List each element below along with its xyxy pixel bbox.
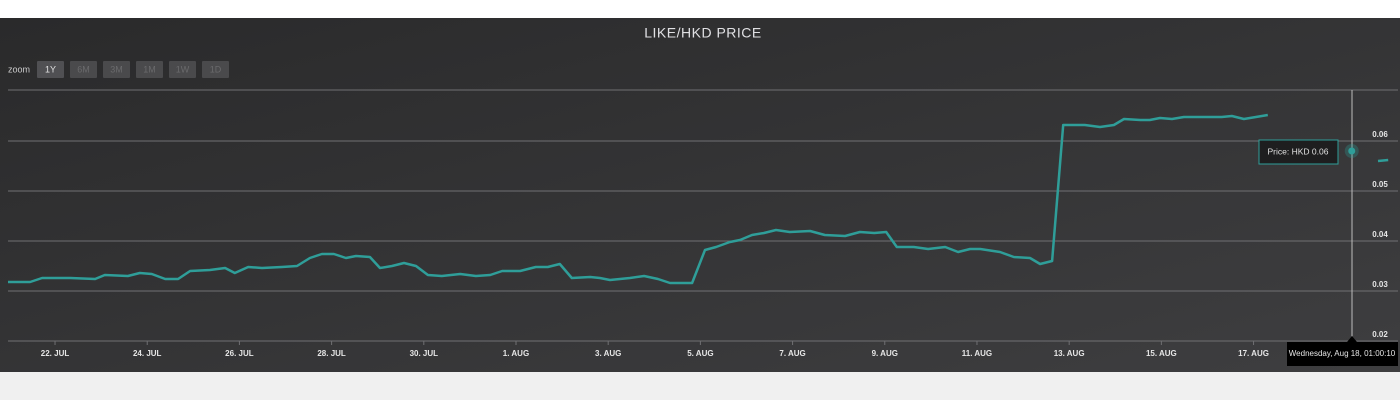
- zoom-buttons: 1Y 6M 3M 1M 1W 1D: [37, 61, 229, 78]
- chart-title: LIKE/HKD PRICE: [644, 25, 761, 41]
- zoom-button-label[interactable]: 6M: [77, 64, 90, 74]
- zoom-label: zoom: [8, 64, 30, 74]
- zoom-button-label[interactable]: 1W: [176, 64, 190, 74]
- x-tick-label: 1. AUG: [503, 349, 529, 358]
- x-tick-label: 11. AUG: [962, 349, 992, 358]
- zoom-button-bg[interactable]: [103, 61, 130, 78]
- tooltip: Price: HKD 0.06: [1258, 139, 1339, 165]
- x-tick-label: 30. JUL: [410, 349, 439, 358]
- x-tick-label: 5. AUG: [687, 349, 713, 358]
- y-tick-label: 0.04: [1372, 230, 1388, 239]
- zoom-button-bg[interactable]: [136, 61, 163, 78]
- zoom-button-bg[interactable]: [70, 61, 97, 78]
- tooltip-text: Price: HKD 0.06: [1268, 146, 1329, 156]
- y-tick-label: 0.06: [1372, 130, 1388, 139]
- zoom-button[interactable]: 1W: [169, 61, 196, 78]
- crosshair-label-text: Wednesday, Aug 18, 01:00:10: [1289, 349, 1396, 358]
- x-tick-label: 7. AUG: [779, 349, 805, 358]
- x-tick-label: 17. AUG: [1238, 349, 1269, 358]
- x-tick-label: 22. JUL: [41, 349, 70, 358]
- zoom-button-label[interactable]: 1M: [143, 64, 156, 74]
- chart-background: [0, 18, 1400, 372]
- y-tick-label: 0.03: [1372, 280, 1388, 289]
- x-tick-label: 15. AUG: [1146, 349, 1177, 358]
- tooltip-box: [1258, 139, 1339, 165]
- y-tick-label: 0.02: [1372, 330, 1388, 339]
- zoom-button[interactable]: 6M: [70, 61, 97, 78]
- zoom-button-bg[interactable]: [37, 61, 64, 78]
- crosshair-label-box: [1287, 336, 1398, 366]
- data-point: [1348, 147, 1356, 155]
- y-tick-label: 0.05: [1372, 180, 1388, 189]
- zoom-button-label[interactable]: 3M: [110, 64, 123, 74]
- x-tick-label: 9. AUG: [872, 349, 898, 358]
- zoom-button[interactable]: 1D: [202, 61, 229, 78]
- x-tick-label: 24. JUL: [133, 349, 162, 358]
- price-line: [1377, 158, 1389, 163]
- price-line: [8, 113, 1269, 285]
- chart: LIKE/HKD PRICE zoom 1Y 6M 3M 1M 1W 1D 0.02 0.0…: [0, 18, 1400, 372]
- x-tick-label: 13. AUG: [1054, 349, 1085, 358]
- zoom-button-bg[interactable]: [169, 61, 196, 78]
- zoom-button[interactable]: 3M: [103, 61, 130, 78]
- zoom-button-label[interactable]: 1Y: [45, 64, 56, 74]
- x-tick-label: 28. JUL: [317, 349, 346, 358]
- crosshair-label: Wednesday, Aug 18, 01:00:10: [1287, 336, 1398, 366]
- top-strip: [0, 0, 1400, 18]
- zoom-button-label[interactable]: 1D: [210, 64, 222, 74]
- x-tick-label: 26. JUL: [225, 349, 254, 358]
- x-tick-label: 3. AUG: [595, 349, 621, 358]
- zoom-button-bg[interactable]: [202, 61, 229, 78]
- zoom-button[interactable]: 1M: [136, 61, 163, 78]
- zoom-button[interactable]: 1Y: [37, 61, 64, 78]
